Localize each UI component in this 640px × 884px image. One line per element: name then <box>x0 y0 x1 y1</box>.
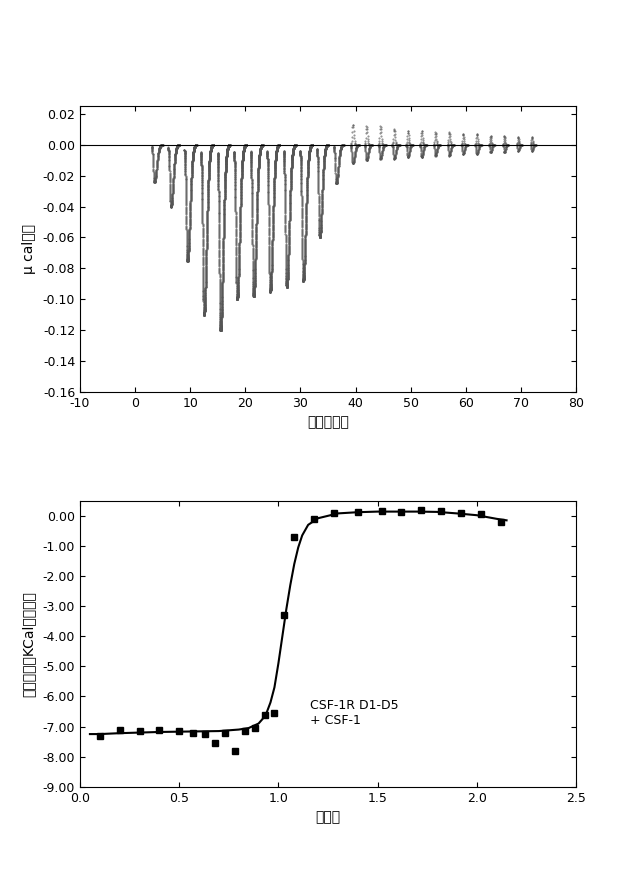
X-axis label: 時間（分）: 時間（分） <box>307 415 349 430</box>
Text: CSF-1R D1-D5
+ CSF-1: CSF-1R D1-D5 + CSF-1 <box>310 699 399 727</box>
X-axis label: モル比: モル比 <box>316 810 340 824</box>
Y-axis label: μ cal／秒: μ cal／秒 <box>22 224 36 274</box>
Y-axis label: 注入物質（KCal／モル）: 注入物質（KCal／モル） <box>22 591 36 697</box>
